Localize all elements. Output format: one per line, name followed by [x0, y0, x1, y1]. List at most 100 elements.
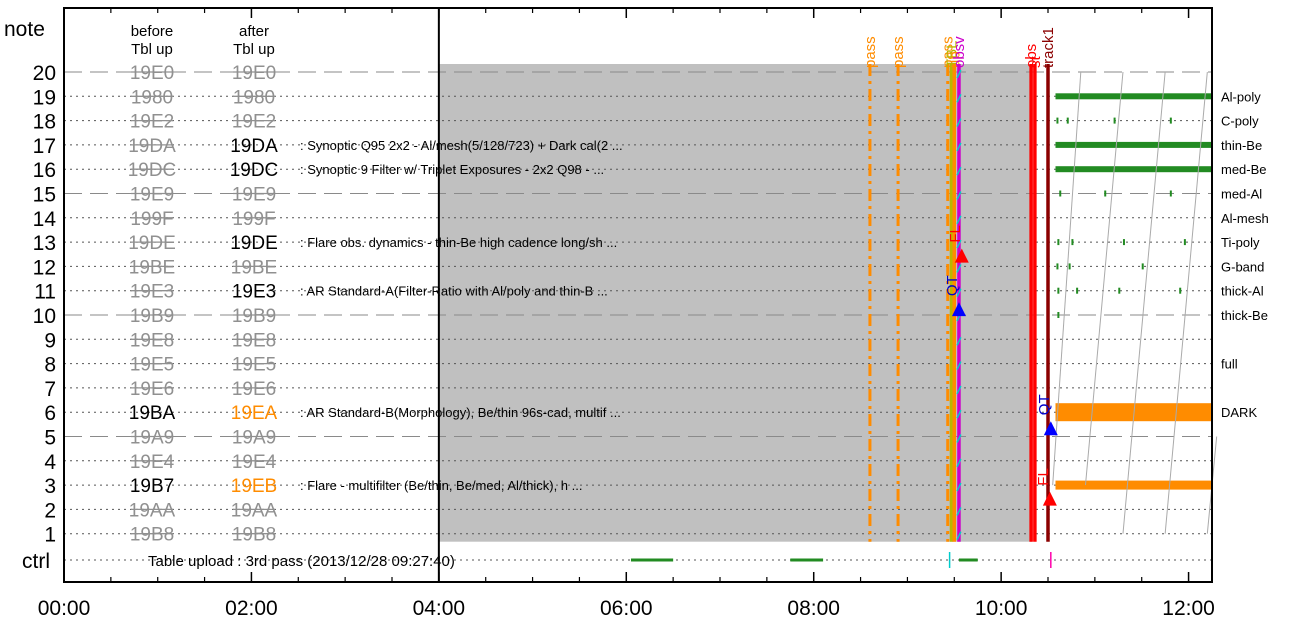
- x-tick-label: 10:00: [975, 597, 1028, 620]
- y-tick-label: 12: [33, 256, 56, 279]
- y-tick-label: 10: [33, 305, 56, 328]
- filter-label: full: [1221, 357, 1238, 372]
- y-tick-label: 9: [44, 329, 56, 352]
- marker-dash: [956, 118, 962, 127]
- before-table-id: 19A9: [130, 428, 174, 449]
- filter-label: thick-Be: [1221, 308, 1268, 323]
- after-table-id: 19DA: [230, 136, 278, 157]
- after-table-id: 19E8: [232, 330, 276, 351]
- before-table-id: 19E9: [130, 185, 174, 206]
- after-table-id: 19A9: [232, 428, 276, 449]
- axis-layer: 1234567891011121314151617181920notectrl0…: [4, 8, 1215, 620]
- y-axis-ctrl-label: ctrl: [22, 550, 50, 573]
- program-description: : AR Standard-A(Filter-Ratio with Al/pol…: [300, 284, 608, 299]
- ctrl-description: Table upload : 3rd pass (2013/12/28 09:2…: [148, 553, 455, 570]
- y-tick-label: 16: [33, 159, 56, 182]
- filter-tick: [1104, 190, 1107, 197]
- marker-dash: [956, 409, 962, 419]
- filter-tick: [1122, 239, 1125, 246]
- annotation-label: FL: [947, 225, 964, 243]
- arrow-marker: [954, 248, 969, 263]
- before-table-id: 19BE: [129, 257, 175, 278]
- y-tick-label: 15: [33, 184, 56, 207]
- marker-dash: [956, 264, 962, 273]
- after-column-header: Tbl up: [233, 41, 275, 58]
- after-table-id: 19E4: [232, 452, 277, 473]
- filter-tick: [1057, 287, 1060, 294]
- shaded-period: [438, 64, 1033, 542]
- filter-tick: [1056, 263, 1059, 270]
- filter-bar: [1055, 166, 1212, 173]
- marker-dash: [956, 458, 962, 468]
- after-table-id: 19E3: [232, 282, 276, 303]
- marker-dash: [956, 531, 962, 541]
- marker-label: pass: [862, 36, 879, 68]
- annotation-label: QT: [944, 275, 961, 296]
- filter-label: Ti-poly: [1221, 235, 1260, 250]
- after-table-id: 19E6: [232, 379, 276, 400]
- after-table-id: 19E5: [232, 355, 276, 376]
- marker-label: track1: [1040, 27, 1057, 68]
- before-table-id: 199F: [130, 209, 173, 230]
- marker-dash: [956, 336, 962, 346]
- y-tick-label: 19: [33, 86, 56, 109]
- y-tick-label: 7: [44, 378, 56, 401]
- marker-dash: [956, 434, 962, 443]
- y-tick-label: 18: [33, 111, 56, 134]
- y-tick-label: 1: [44, 524, 56, 547]
- marker-dash: [956, 385, 962, 395]
- filter-tick: [1071, 239, 1074, 246]
- marker-dash: [956, 482, 962, 492]
- filter-tick: [1057, 239, 1060, 246]
- after-table-id: 19B8: [232, 525, 276, 546]
- arrow-marker: [1043, 421, 1058, 436]
- after-table-id: 199F: [232, 209, 275, 230]
- y-tick-label: 11: [34, 281, 56, 304]
- filter-bar: [1055, 141, 1212, 148]
- x-tick-label: 12:00: [1162, 597, 1215, 620]
- y-tick-label: 8: [44, 354, 56, 377]
- before-table-id: 19DE: [128, 233, 176, 254]
- marker-dash: [956, 215, 962, 225]
- filter-bars-layer: [630, 71, 1218, 568]
- frame-layer: [63, 7, 1213, 583]
- annotation-label: QT: [1036, 394, 1053, 415]
- after-table-id: 19AA: [231, 500, 278, 521]
- arrow-marker: [1042, 491, 1057, 506]
- y-tick-label: 2: [44, 499, 56, 522]
- y-tick-label: 4: [44, 451, 56, 474]
- filter-tick: [1059, 190, 1062, 197]
- y-tick-label: 13: [33, 232, 56, 255]
- after-table-id: 19E2: [232, 112, 276, 133]
- filter-tick: [1066, 117, 1069, 124]
- filter-tick: [1169, 117, 1172, 124]
- marker-dash: [956, 361, 962, 370]
- after-table-id: 19E9: [232, 185, 276, 206]
- plot-frame: [63, 7, 1213, 583]
- program-description: : AR Standard-B(Morphology), Be/thin 96s…: [300, 405, 621, 420]
- before-table-id: 1980: [131, 87, 173, 108]
- filter-tick: [1183, 239, 1186, 246]
- filter-tick: [1057, 312, 1060, 318]
- filter-label: G-band: [1221, 259, 1264, 274]
- before-table-id: 19BA: [129, 403, 176, 424]
- after-table-id: 19EB: [231, 476, 277, 497]
- marker-label: pass: [890, 36, 907, 68]
- marker-dash: [956, 142, 962, 152]
- before-table-id: 19DA: [128, 136, 176, 157]
- pointing-line: [1122, 71, 1166, 534]
- filter-tick: [1169, 190, 1172, 197]
- x-tick-label: 02:00: [225, 597, 278, 620]
- before-table-id: 19E3: [130, 282, 174, 303]
- marker-dash: [956, 191, 962, 200]
- filter-label: med-Be: [1221, 162, 1267, 177]
- pointing-line: [1084, 71, 1124, 486]
- before-table-id: 19E6: [130, 379, 174, 400]
- marker-label: st: [1027, 56, 1044, 69]
- filter-label: med-Al: [1221, 187, 1262, 202]
- y-tick-label: 14: [33, 208, 57, 231]
- filter-label: C-poly: [1221, 114, 1259, 129]
- after-table-id: 19EA: [231, 403, 278, 424]
- after-column-header: after: [239, 23, 269, 40]
